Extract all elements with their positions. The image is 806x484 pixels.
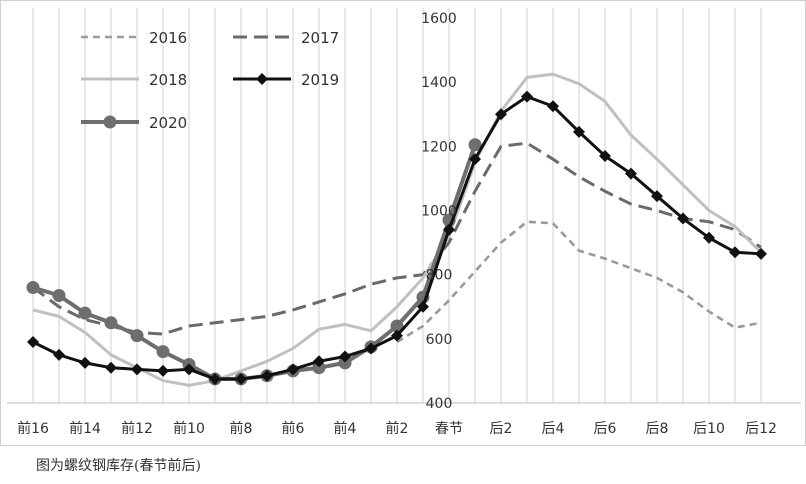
y-tick-label: 800: [426, 268, 453, 284]
point-marker: [625, 167, 637, 180]
point-marker: [183, 363, 195, 376]
x-tick-label: 前14: [69, 420, 101, 437]
steel-inventory-chart: 400 600 800 1000 1200 1400 1600 前16 前14 前12 前10 前8…: [7, 8, 801, 437]
point-marker: [209, 372, 221, 385]
point-marker: [313, 355, 325, 368]
point-marker: [261, 369, 273, 382]
point-marker: [703, 231, 715, 244]
point-marker: [79, 356, 91, 369]
legend-label: 2016: [149, 29, 187, 47]
x-tick-label: 后6: [594, 421, 617, 437]
point-marker: [287, 363, 299, 376]
point-marker: [103, 115, 117, 129]
point-marker: [677, 212, 689, 225]
x-tick-label: 后2: [490, 421, 513, 437]
x-tick-label: 后8: [646, 421, 669, 437]
point-marker: [339, 350, 351, 363]
y-tick-label: 1600: [421, 11, 457, 27]
point-marker: [468, 138, 482, 152]
point-marker: [755, 247, 767, 260]
x-tick-label: 春节: [435, 421, 463, 437]
legend-label: 2020: [149, 114, 187, 132]
point-marker: [52, 289, 66, 303]
x-tick-label: 后12: [745, 421, 777, 437]
y-tick-label: 1200: [421, 139, 457, 155]
legend-item-2017: 2017: [233, 29, 339, 47]
series-lines: [26, 72, 767, 387]
point-marker: [443, 223, 455, 236]
series-2016: [396, 220, 762, 344]
point-marker: [729, 246, 741, 259]
point-marker: [312, 361, 326, 375]
x-tick-label: 前2: [386, 420, 409, 437]
x-tick-label: 后4: [542, 421, 565, 437]
point-marker: [104, 316, 118, 330]
vertical-gridlines: [7, 8, 801, 404]
point-marker: [469, 153, 481, 166]
point-marker: [156, 345, 170, 359]
legend-item-2019: 2019: [233, 71, 339, 89]
point-marker: [338, 356, 352, 370]
legend: 2016 2017 2018 2019 2020: [81, 29, 339, 132]
legend-label: 2017: [301, 29, 339, 47]
y-tick-label: 400: [426, 396, 453, 412]
series-2018: [32, 72, 763, 387]
x-tick-label: 前6: [282, 420, 305, 437]
point-marker: [157, 364, 169, 377]
point-marker: [26, 281, 40, 294]
point-marker: [417, 300, 429, 313]
point-marker: [521, 90, 533, 103]
x-tick-label: 前10: [173, 420, 205, 437]
point-marker: [391, 329, 403, 342]
x-tick-label: 后10: [693, 421, 725, 437]
series-line: [32, 141, 762, 336]
x-axis-ticks: 前16 前14 前12 前10 前8 前6 前4 前2 春节 后2 后4 后6 后8 后10 后12: [17, 420, 777, 437]
point-marker: [256, 73, 268, 85]
series-line: [396, 220, 762, 344]
legend-item-2016: 2016: [81, 29, 187, 47]
chart-panel: 400 600 800 1000 1200 1400 1600 前16 前14 前12 前10 前8…: [0, 0, 806, 446]
figure-caption: 图为螺纹钢库存(春节前后): [36, 458, 201, 474]
point-marker: [547, 100, 559, 113]
point-marker: [495, 108, 507, 121]
point-marker: [105, 361, 117, 374]
point-marker: [130, 329, 144, 343]
series-2020: [26, 138, 482, 386]
y-tick-label: 1400: [421, 75, 457, 91]
point-marker: [131, 363, 143, 376]
point-marker: [27, 336, 39, 349]
x-tick-label: 前16: [17, 420, 49, 437]
y-tick-label: 1000: [421, 204, 457, 220]
point-marker: [235, 372, 247, 385]
legend-label: 2018: [149, 71, 187, 89]
series-line: [32, 72, 763, 387]
y-axis-ticks: 400 600 800 1000 1200 1400 1600: [421, 11, 457, 412]
point-marker: [53, 348, 65, 361]
x-tick-label: 前12: [121, 420, 153, 437]
y-tick-label: 600: [426, 332, 453, 348]
series-2017: [32, 141, 762, 336]
series-2019: [27, 90, 767, 385]
point-marker: [365, 342, 377, 355]
point-marker: [390, 319, 404, 333]
point-marker: [651, 190, 663, 203]
legend-label: 2019: [301, 71, 339, 89]
point-marker: [599, 149, 611, 162]
legend-item-2018: 2018: [81, 71, 187, 89]
x-tick-label: 前4: [334, 420, 357, 437]
point-marker: [78, 306, 92, 320]
legend-item-2020: 2020: [81, 114, 187, 132]
x-tick-label: 前8: [230, 420, 253, 437]
